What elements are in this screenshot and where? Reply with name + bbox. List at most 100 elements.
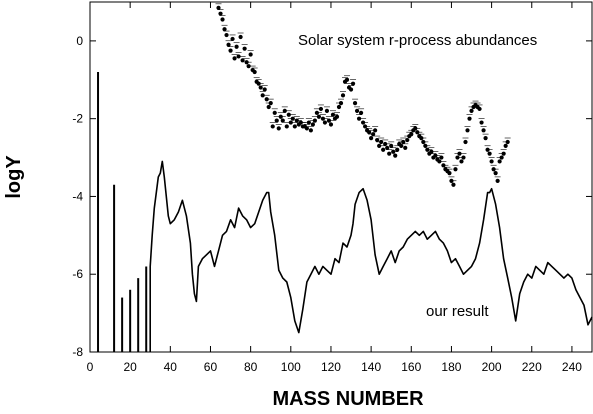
y-tick-labels: 0 -2 -4 -6 -8 bbox=[72, 34, 83, 359]
solar-abundance-point bbox=[465, 128, 470, 133]
solar-abundance-point bbox=[395, 147, 400, 152]
solar-abundance-point bbox=[379, 139, 384, 145]
solar-abundance-point bbox=[483, 136, 488, 141]
y-axis-title: logY bbox=[3, 155, 25, 199]
solar-abundance-point bbox=[222, 27, 227, 32]
solar-abundance-point bbox=[371, 132, 376, 137]
solar-abundance-point bbox=[228, 48, 233, 53]
solar-abundance-point bbox=[268, 101, 273, 106]
x-tick-label: 20 bbox=[123, 360, 137, 374]
solar-abundance-point bbox=[304, 126, 309, 131]
solar-abundance-point bbox=[453, 167, 458, 172]
solar-abundance-point bbox=[276, 126, 281, 131]
solar-abundance-point bbox=[352, 101, 358, 106]
solar-abundance-point bbox=[467, 116, 472, 121]
solar-abundance-point bbox=[505, 139, 510, 145]
solar-abundance-point bbox=[447, 171, 452, 176]
annotation-result: our result bbox=[426, 303, 489, 320]
points-layer bbox=[215, 3, 511, 187]
solar-abundance-point bbox=[461, 155, 466, 160]
solar-abundance-point bbox=[469, 108, 474, 113]
solar-abundance-point bbox=[318, 106, 324, 112]
solar-abundance-point bbox=[280, 118, 285, 123]
solar-abundance-point bbox=[387, 151, 392, 156]
plot-frame bbox=[89, 1, 593, 353]
x-tick-label: 0 bbox=[87, 360, 94, 374]
solar-abundance-point bbox=[272, 110, 277, 115]
solar-abundance-point bbox=[220, 17, 225, 22]
x-tick-label: 180 bbox=[441, 360, 461, 374]
solar-abundance-point bbox=[306, 120, 311, 125]
solar-abundance-point bbox=[479, 120, 484, 125]
solar-abundance-point bbox=[344, 77, 350, 82]
solar-abundance-point bbox=[308, 128, 313, 133]
solar-abundance-point bbox=[429, 149, 434, 154]
solar-abundance-point bbox=[234, 44, 239, 49]
y-tick-label: -8 bbox=[72, 345, 83, 359]
solar-abundance-point bbox=[286, 112, 291, 117]
solar-abundance-point bbox=[499, 155, 504, 160]
solar-abundance-point bbox=[290, 116, 295, 121]
solar-abundance-point bbox=[477, 106, 482, 112]
annotation-solar: Solar system r-process abundances bbox=[298, 32, 537, 49]
solar-abundance-point bbox=[409, 132, 414, 137]
solar-abundance-point bbox=[230, 36, 235, 42]
solar-abundance-point bbox=[264, 97, 269, 102]
solar-abundance-point bbox=[463, 139, 468, 145]
solar-abundance-point bbox=[348, 87, 354, 92]
solar-abundance-point bbox=[451, 182, 456, 187]
x-tick-label: 120 bbox=[321, 360, 341, 374]
solar-abundance-point bbox=[226, 42, 231, 47]
y-tick-label: -4 bbox=[72, 189, 83, 203]
solar-abundance-point bbox=[236, 54, 241, 59]
solar-abundance-point bbox=[358, 110, 364, 115]
solar-abundance-point bbox=[481, 128, 486, 133]
solar-abundance-point bbox=[282, 108, 287, 113]
solar-abundance-point bbox=[288, 120, 293, 125]
solar-abundance-point bbox=[405, 137, 410, 143]
solar-abundance-point bbox=[457, 151, 462, 156]
x-tick-label: 220 bbox=[522, 360, 542, 374]
solar-abundance-point bbox=[336, 104, 342, 110]
solar-abundance-point bbox=[439, 155, 444, 160]
solar-abundance-point bbox=[240, 58, 245, 63]
solar-abundance-point bbox=[246, 64, 251, 69]
model-result-line bbox=[149, 160, 593, 352]
y-tick-label: 0 bbox=[76, 34, 83, 48]
solar-abundance-point bbox=[312, 118, 317, 123]
x-tick-label: 160 bbox=[401, 360, 421, 374]
x-tick-label: 140 bbox=[361, 360, 381, 374]
solar-abundance-point bbox=[232, 56, 237, 61]
solar-abundance-point bbox=[242, 46, 247, 51]
solar-abundance-point bbox=[487, 151, 492, 156]
solar-abundance-point bbox=[316, 114, 322, 119]
solar-abundance-point bbox=[385, 145, 390, 150]
solar-abundance-point bbox=[375, 137, 380, 143]
solar-abundance-point bbox=[350, 81, 356, 86]
series-layer bbox=[97, 72, 593, 352]
solar-abundance-point bbox=[324, 108, 330, 113]
y-tick-label: -2 bbox=[72, 112, 83, 126]
x-tick-label: 100 bbox=[281, 360, 301, 374]
solar-abundance-point bbox=[381, 147, 386, 152]
solar-abundance-point bbox=[338, 101, 344, 106]
x-tick-label: 60 bbox=[204, 360, 218, 374]
x-tick-labels: 0 20 40 60 80 100 120 140 160 180 200 220 240 bbox=[87, 360, 583, 374]
solar-abundance-point bbox=[224, 32, 229, 38]
solar-abundance-point bbox=[401, 139, 406, 145]
solar-abundance-point bbox=[262, 87, 267, 92]
solar-abundance-point bbox=[248, 52, 253, 57]
solar-abundance-point bbox=[459, 159, 464, 164]
solar-abundance-point bbox=[334, 114, 340, 119]
x-tick-label: 240 bbox=[562, 360, 582, 374]
solar-abundance-point bbox=[284, 124, 289, 129]
solar-abundance-point bbox=[354, 108, 360, 113]
solar-abundance-point bbox=[373, 128, 378, 133]
solar-abundance-point bbox=[340, 93, 346, 98]
x-axis-title: MASS NUMBER bbox=[272, 388, 424, 409]
axis-ticks bbox=[89, 2, 592, 353]
plot-border bbox=[89, 1, 593, 353]
solar-abundance-point bbox=[495, 178, 500, 183]
